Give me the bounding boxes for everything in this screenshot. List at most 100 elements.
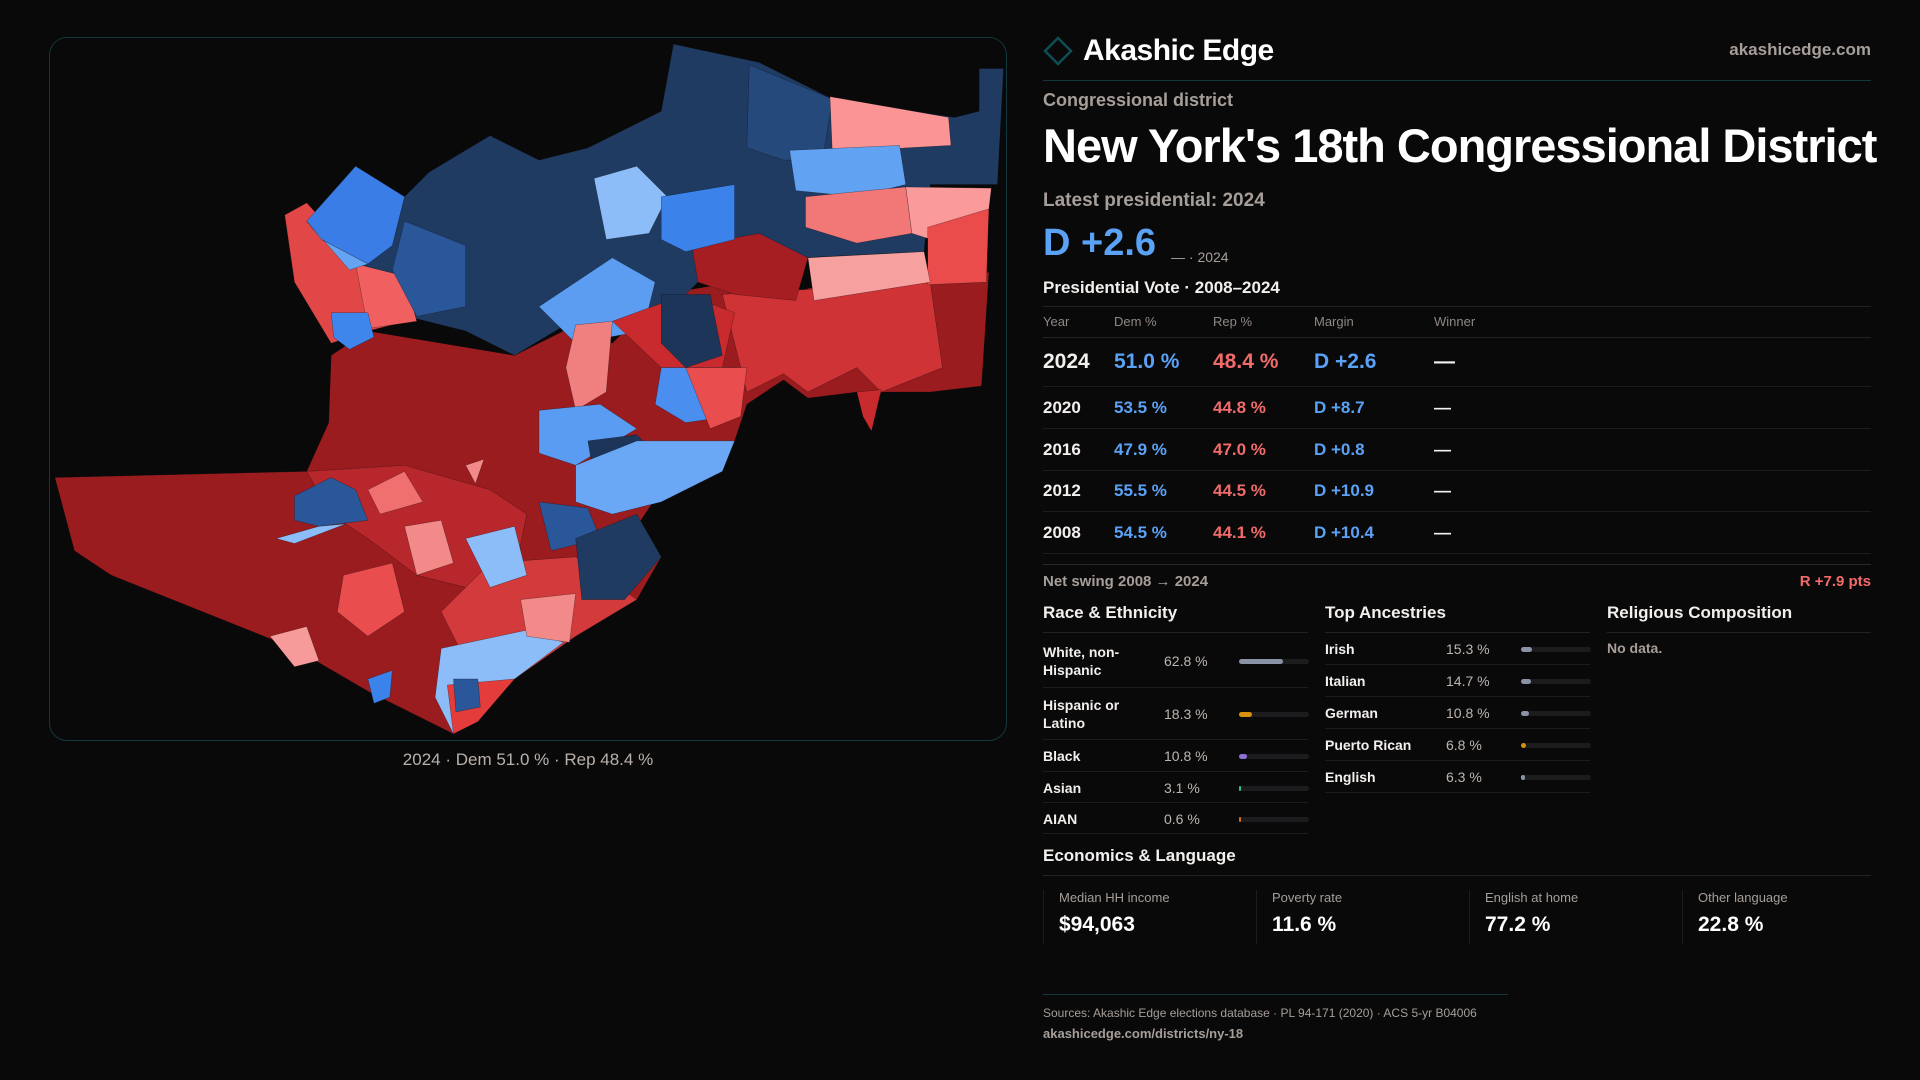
- ancestry-value: 6.8 %: [1446, 737, 1482, 753]
- ancestry-label: English: [1325, 769, 1376, 785]
- map-region[interactable]: [337, 562, 405, 637]
- brand-logo[interactable]: Akashic Edge: [1043, 34, 1274, 68]
- vote-winner: —: [1434, 522, 1451, 542]
- econ-stat-label: Median HH income: [1059, 890, 1170, 905]
- vote-year: 2012: [1043, 480, 1081, 500]
- econ-stat: Median HH income $94,063: [1043, 890, 1256, 944]
- map-region[interactable]: [269, 626, 320, 668]
- map-region[interactable]: [465, 458, 485, 485]
- vote-year: 2024: [1043, 350, 1090, 373]
- map-region[interactable]: [829, 96, 952, 155]
- religion-title: Religious Composition: [1607, 603, 1793, 622]
- race-label: Black: [1043, 748, 1081, 764]
- map-region[interactable]: [306, 220, 369, 271]
- race-bar: [1239, 816, 1309, 822]
- vote-margin: D +10.4: [1314, 522, 1375, 542]
- col-margin: Margin: [1314, 314, 1354, 329]
- map-region[interactable]: [520, 593, 576, 643]
- map-region[interactable]: [465, 526, 528, 588]
- ancestry-value: 15.3 %: [1446, 641, 1490, 657]
- map-region[interactable]: [565, 320, 613, 411]
- headline-margin: D +2.6: [1043, 222, 1157, 264]
- col-winner: Winner: [1434, 314, 1476, 329]
- econ-stat-value: $94,063: [1059, 913, 1135, 936]
- brand-name: Akashic Edge: [1083, 34, 1274, 67]
- col-rep: Rep %: [1213, 314, 1253, 329]
- race-bar-fill: [1239, 754, 1247, 759]
- ancestry-bar-fill: [1521, 775, 1526, 780]
- ancestry-row: Puerto Rican 6.8 %: [1325, 729, 1591, 761]
- ancestry-label: Italian: [1325, 673, 1366, 689]
- map-region[interactable]: [805, 186, 913, 244]
- econ-stat-label: Other language: [1698, 890, 1788, 905]
- vote-year: 2008: [1043, 522, 1081, 542]
- race-title: Race & Ethnicity: [1043, 603, 1178, 622]
- religion-empty: No data.: [1607, 640, 1663, 656]
- race-value: 62.8 %: [1164, 652, 1208, 669]
- map-region[interactable]: [593, 165, 668, 240]
- divider: [1043, 875, 1871, 876]
- site-link[interactable]: akashicedge.com: [1729, 40, 1871, 59]
- footer-divider: [1043, 994, 1508, 995]
- race-label: AIAN: [1043, 810, 1078, 827]
- race-value: 0.6 %: [1164, 810, 1200, 827]
- map-region[interactable]: [367, 670, 393, 704]
- race-label: White, non-Hispanic: [1043, 643, 1120, 678]
- district-kicker: Congressional district: [1043, 90, 1234, 110]
- district-url[interactable]: akashicedge.com/districts/ny-18: [1043, 1026, 1244, 1041]
- district-map[interactable]: [49, 37, 1007, 741]
- map-region[interactable]: [661, 294, 723, 368]
- ancestry-row: German 10.8 %: [1325, 697, 1591, 729]
- map-region[interactable]: [575, 440, 735, 515]
- map-region[interactable]: [453, 678, 481, 713]
- vote-winner: —: [1434, 439, 1451, 459]
- econ-stat-value: 22.8 %: [1698, 913, 1764, 936]
- precinct-choropleth[interactable]: [50, 38, 1006, 740]
- map-region[interactable]: [722, 281, 943, 393]
- header-divider: [1043, 80, 1871, 81]
- vote-dem: 47.9 %: [1114, 439, 1167, 459]
- race-row: Asian 3.1 %: [1043, 772, 1309, 803]
- map-region[interactable]: [661, 184, 735, 252]
- race-label: Hispanic or Latino: [1043, 697, 1120, 731]
- vote-dem: 54.5 %: [1114, 522, 1167, 542]
- divider: [1043, 337, 1871, 338]
- vote-winner: —: [1434, 350, 1455, 373]
- ancestry-value: 6.3 %: [1446, 769, 1482, 785]
- race-bar: [1239, 754, 1309, 759]
- map-region[interactable]: [294, 477, 369, 527]
- economics-title: Economics & Language: [1043, 846, 1236, 865]
- map-region[interactable]: [691, 233, 809, 301]
- map-region[interactable]: [685, 367, 748, 429]
- ancestry-bar-fill: [1521, 679, 1532, 684]
- map-region[interactable]: [927, 208, 990, 285]
- map-region[interactable]: [404, 519, 454, 576]
- vote-rep: 47.0 %: [1213, 439, 1266, 459]
- divider: [1043, 632, 1308, 633]
- econ-stat: Poverty rate 11.6 %: [1256, 890, 1469, 944]
- ancestry-bar: [1521, 647, 1591, 652]
- vote-dem: 53.5 %: [1114, 397, 1167, 417]
- ancestry-bar: [1521, 743, 1591, 748]
- col-dem: Dem %: [1114, 314, 1157, 329]
- ancestry-title: Top Ancestries: [1325, 603, 1446, 622]
- latest-presidential-label: Latest presidential: 2024: [1043, 190, 1265, 211]
- divider: [1043, 564, 1871, 565]
- race-bar: [1239, 658, 1309, 664]
- map-region[interactable]: [367, 471, 424, 515]
- race-bar-fill: [1239, 712, 1252, 717]
- divider: [1325, 632, 1590, 633]
- map-region[interactable]: [275, 523, 346, 544]
- map-region[interactable]: [856, 389, 882, 432]
- map-region[interactable]: [330, 312, 375, 350]
- race-bar-fill: [1239, 785, 1242, 791]
- race-bar: [1239, 712, 1309, 717]
- econ-stat-label: Poverty rate: [1272, 890, 1343, 905]
- race-bar: [1239, 785, 1309, 791]
- vote-winner: —: [1434, 397, 1451, 417]
- map-region[interactable]: [392, 220, 466, 317]
- divider: [1043, 306, 1871, 307]
- vote-rep: 44.1 %: [1213, 522, 1266, 542]
- map-region[interactable]: [807, 251, 931, 301]
- map-region[interactable]: [575, 513, 662, 600]
